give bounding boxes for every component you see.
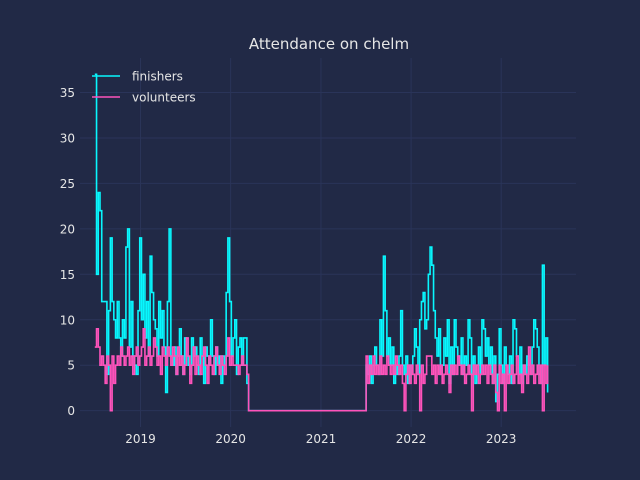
y-tick-label: 0 bbox=[67, 404, 75, 418]
x-tick-label: 2023 bbox=[486, 432, 517, 446]
x-tick-label: 2019 bbox=[125, 432, 156, 446]
y-tick-label: 35 bbox=[60, 86, 75, 100]
x-axis-ticks: 2019 2020 2021 2022 2023 bbox=[125, 432, 516, 446]
y-tick-label: 20 bbox=[60, 222, 75, 236]
legend: finishers volunteers bbox=[92, 70, 196, 105]
y-tick-label: 5 bbox=[67, 359, 75, 373]
chart-title: Attendance on chelm bbox=[249, 35, 409, 53]
legend-label-volunteers: volunteers bbox=[132, 91, 196, 105]
series-line-finishers bbox=[94, 73, 549, 412]
x-tick-label: 2020 bbox=[215, 432, 246, 446]
y-tick-label: 15 bbox=[60, 268, 75, 282]
y-tick-label: 25 bbox=[60, 177, 75, 191]
y-tick-label: 30 bbox=[60, 131, 75, 145]
y-tick-label: 10 bbox=[60, 313, 75, 327]
y-axis-ticks: 0 5 10 15 20 25 30 35 bbox=[60, 86, 75, 418]
x-tick-label: 2022 bbox=[396, 432, 427, 446]
series-line-volunteers bbox=[94, 328, 549, 412]
x-tick-label: 2021 bbox=[306, 432, 337, 446]
legend-label-finishers: finishers bbox=[132, 70, 183, 84]
series-lines bbox=[94, 73, 549, 412]
